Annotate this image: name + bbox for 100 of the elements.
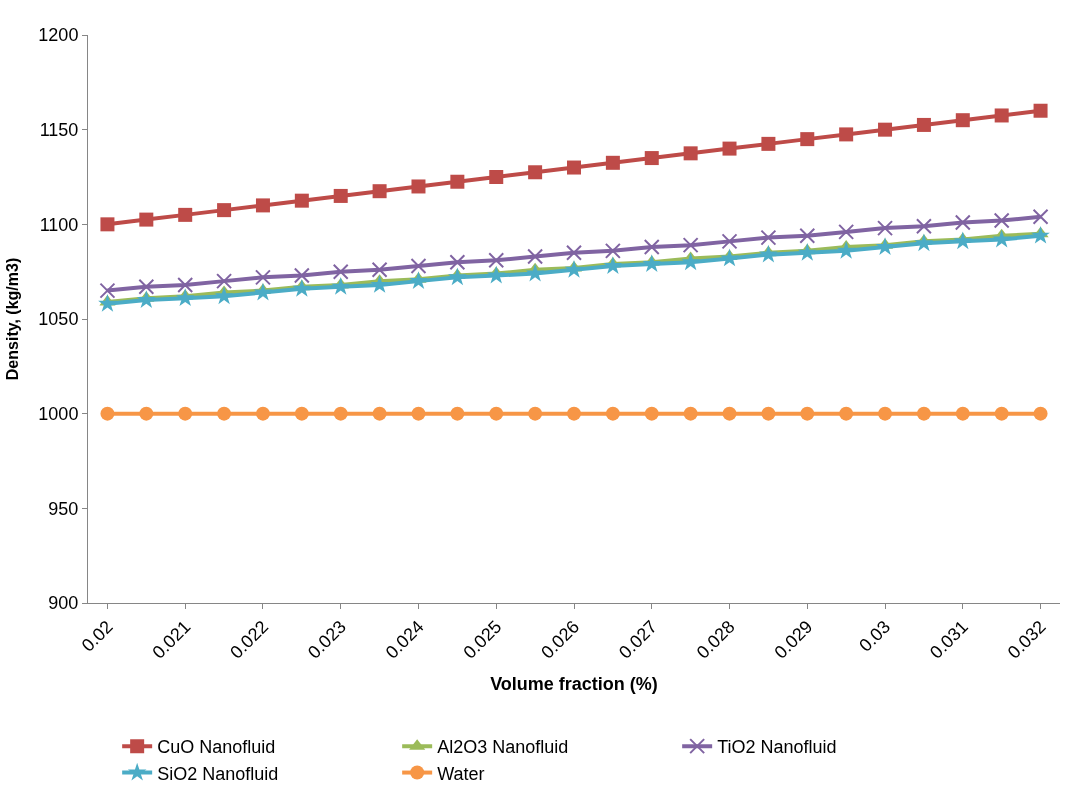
point (294, 406, 309, 421)
point (371, 261, 388, 278)
legend-label: Water (437, 763, 485, 784)
point (411, 406, 426, 421)
y-axis-title: Density, (kg/m3) (4, 257, 22, 381)
point (488, 252, 505, 269)
point (450, 406, 465, 421)
point (992, 229, 1011, 248)
point (642, 254, 662, 273)
y-tick-label: 1050 (38, 309, 79, 330)
point (1033, 103, 1048, 118)
point (216, 273, 233, 290)
point (214, 286, 234, 305)
legend-label: SiO2 Nanofluid (157, 763, 279, 784)
point (138, 278, 155, 295)
y-tick-label: 950 (48, 498, 79, 519)
legend-label: CuO Nanofluid (157, 737, 276, 758)
x-tick-label: 0.03 (855, 616, 895, 656)
point (953, 231, 973, 250)
point (603, 256, 623, 274)
point (643, 239, 660, 256)
point (800, 406, 815, 421)
point (644, 151, 659, 166)
point (217, 406, 232, 421)
point (955, 113, 970, 128)
y-tick-label: 900 (48, 593, 79, 614)
point (99, 282, 116, 299)
y-tick-label: 1100 (39, 214, 79, 235)
point (875, 237, 895, 255)
point (98, 294, 117, 312)
point (564, 259, 584, 278)
point (836, 241, 856, 259)
point (528, 406, 543, 421)
x-axis-title: Volume fraction (%) (490, 673, 658, 694)
point (293, 267, 310, 284)
point (915, 218, 932, 235)
point (605, 155, 620, 170)
point (489, 170, 504, 184)
point (372, 406, 387, 421)
point (759, 244, 778, 263)
point (255, 406, 270, 421)
point (255, 198, 270, 213)
point (1033, 406, 1048, 421)
point (914, 233, 934, 252)
point (683, 146, 698, 161)
point (333, 406, 348, 421)
point (605, 406, 620, 421)
point (994, 108, 1009, 123)
point (566, 244, 582, 261)
point (100, 217, 115, 232)
legend-label: Al2O3 Nanofluid (437, 737, 569, 758)
point (721, 233, 738, 250)
point (217, 203, 232, 218)
point (955, 406, 970, 421)
point (254, 269, 271, 286)
point (372, 184, 387, 199)
point (137, 290, 156, 308)
y-tick-label: 1150 (39, 119, 79, 140)
point (410, 257, 427, 274)
point (450, 174, 465, 189)
point (177, 276, 194, 293)
point (761, 406, 776, 421)
x-tick-label: 0.02 (77, 616, 117, 656)
point (799, 227, 816, 244)
point (722, 406, 737, 421)
point (839, 406, 854, 421)
point (797, 242, 817, 261)
point (839, 127, 854, 142)
point (954, 214, 971, 231)
point (332, 263, 349, 280)
point (448, 267, 467, 286)
point (292, 278, 312, 297)
point (449, 254, 466, 271)
point (722, 141, 737, 156)
point (486, 265, 506, 284)
point (761, 136, 776, 151)
point (682, 237, 699, 254)
point (1032, 208, 1049, 225)
point (800, 132, 815, 147)
point (567, 406, 581, 421)
point (294, 193, 309, 208)
point (525, 263, 545, 282)
point (175, 288, 195, 307)
point (333, 188, 348, 203)
point (527, 248, 544, 265)
point (916, 117, 931, 132)
point (139, 212, 154, 227)
legend-label: TiO2 Nanofluid (717, 737, 837, 758)
point (489, 406, 504, 421)
point (178, 406, 193, 421)
y-tick-label: 1200 (38, 25, 79, 46)
point (178, 207, 193, 222)
point (409, 271, 428, 290)
point (567, 160, 581, 175)
point (760, 229, 777, 246)
point (1031, 225, 1050, 244)
point (644, 406, 659, 421)
point (370, 275, 389, 293)
y-tick-label: 1000 (38, 403, 79, 424)
point (916, 406, 931, 421)
